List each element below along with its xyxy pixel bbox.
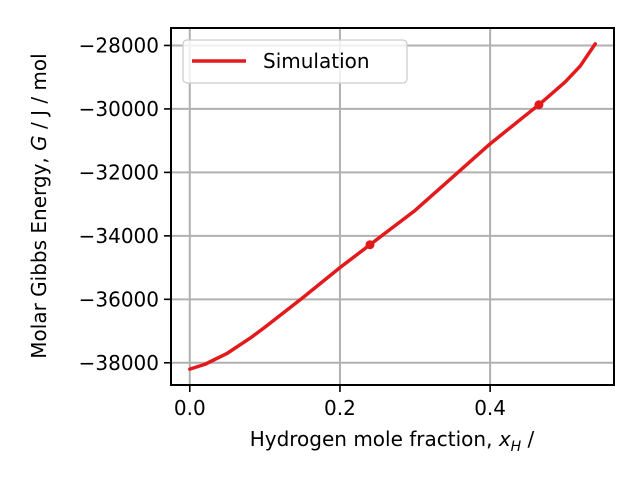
x-axis-label: Hydrogen mole fraction, xH /: [250, 427, 535, 455]
data-point-marker: [365, 240, 375, 250]
y-axis-label: Molar Gibbs Energy, G / J / mol: [27, 53, 51, 358]
x-tick-label: 0.0: [174, 396, 206, 420]
x-axis-label-text: Hydrogen mole fraction,: [250, 427, 499, 451]
y-tick-label: −38000: [79, 351, 159, 375]
y-tick-label: −32000: [79, 160, 159, 184]
y-axis-label-text: Molar Gibbs Energy,: [27, 151, 51, 359]
y-axis-label-suffix: / J / mol: [27, 53, 51, 135]
plot-frame: [170, 27, 615, 386]
legend: Simulation: [182, 39, 408, 84]
legend-box: [182, 39, 408, 84]
legend-label-simulation: Simulation: [263, 49, 370, 73]
tick-layer: 0.0 0.2 0.4 −38000 −36000 −34000 −32000 −30000 −…: [79, 33, 506, 420]
series-line-simulation: [188, 42, 597, 371]
y-tick-label: −36000: [79, 287, 159, 311]
x-axis-label-suffix: /: [521, 427, 534, 451]
y-axis-label-symbol: G: [27, 135, 51, 151]
x-axis-label-subscript: H: [511, 439, 522, 455]
y-tick-label: −28000: [79, 33, 159, 57]
x-tick-label: 0.2: [324, 396, 356, 420]
y-tick-label: −34000: [79, 224, 159, 248]
data-point-marker: [534, 100, 544, 110]
x-tick-label: 0.4: [474, 396, 506, 420]
series-layer: [188, 42, 597, 371]
x-axis-label-symbol: x: [498, 427, 511, 451]
y-tick-label: −30000: [79, 97, 159, 121]
